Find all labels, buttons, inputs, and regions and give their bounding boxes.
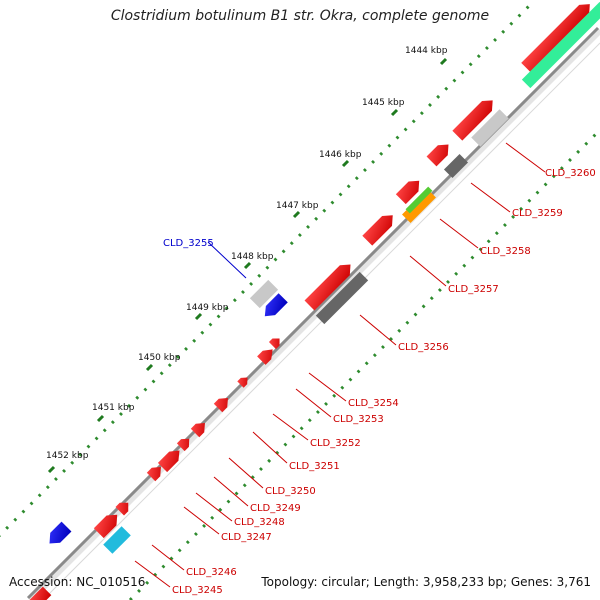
tick-label: 1448 kbp	[231, 252, 274, 262]
gene-label: CLD_3257	[448, 284, 499, 295]
gene-label: CLD_3245	[172, 585, 223, 596]
leader-line	[213, 476, 249, 507]
tick-label: 1450 kbp	[138, 353, 181, 363]
gene-feature-3247	[146, 467, 161, 482]
gene-feature-3257b	[362, 215, 393, 246]
leader-line	[295, 388, 332, 418]
gene-feature-3245	[103, 526, 131, 554]
tick-mark	[292, 210, 301, 219]
tick-label: 1452 kbp	[46, 451, 89, 461]
gene-feature-3246	[115, 502, 129, 516]
tick-label: 1444 kbp	[405, 46, 448, 56]
tick-mark	[145, 363, 154, 372]
topology-text: Topology: circular; Length: 3,958,233 bp…	[261, 575, 591, 589]
leader-line	[439, 218, 479, 249]
tick-mark	[341, 159, 350, 168]
tick-label: 1445 kbp	[362, 98, 405, 108]
leader-line	[228, 457, 264, 489]
tick-label: 1449 kbp	[186, 303, 229, 313]
gene-label: CLD_3250	[265, 486, 316, 497]
accession-text: Accession: NC_010516	[9, 575, 146, 589]
gene-feature-3250	[190, 423, 205, 438]
tick-mark	[243, 261, 252, 270]
gene-feature-3260	[521, 4, 590, 73]
position-ticks: 1444 kbp 1445 kbp 1446 kbp 1447 kbp 1448 kbp…	[46, 46, 448, 474]
gene-feature-3246b	[93, 514, 118, 539]
leader-line	[308, 372, 347, 402]
tick-mark	[47, 465, 56, 474]
leader-line	[359, 314, 397, 346]
pseudo-feature-3256	[315, 271, 369, 325]
edge-feature-red	[28, 586, 52, 600]
tick-dot-tracks	[0, 3, 600, 600]
tick-label: 1451 kbp	[92, 403, 135, 413]
leader-line	[207, 241, 247, 279]
gene-feature-3249	[176, 438, 190, 452]
gene-feature-3254	[268, 338, 280, 350]
leader-line	[505, 142, 546, 173]
tick-label: 1447 kbp	[276, 201, 319, 211]
leader-line	[134, 560, 171, 588]
gene-features	[28, 1, 600, 600]
gene-feature-3258	[426, 144, 449, 167]
gene-label: CLD_3248	[234, 517, 285, 528]
tick-label: 1446 kbp	[319, 150, 362, 160]
gene-label: CLD_3255	[163, 238, 214, 249]
leader-line	[252, 431, 288, 464]
pseudo-feature-light	[471, 109, 509, 147]
gene-label: CLD_3256	[398, 342, 449, 353]
gene-label: CLD_3251	[289, 461, 340, 472]
genome-backbone	[26, 26, 600, 600]
reverse-gene-feature	[49, 521, 72, 544]
gene-feature-3258-green	[405, 186, 433, 214]
gene-labels: CLD_3260 CLD_3259 CLD_3258 CLD_3257 CLD_3256…	[134, 142, 596, 596]
gene-feature-3253	[257, 349, 273, 365]
gene-label: CLD_3258	[480, 246, 531, 257]
genome-title: Clostridium botulinum B1 str. Okra, comp…	[110, 8, 490, 24]
gene-feature-3255-arrow	[264, 293, 288, 317]
leader-line	[409, 255, 447, 287]
gene-label: CLD_3247	[221, 532, 272, 543]
gene-label: CLD_3260	[545, 168, 596, 179]
gene-label: CLD_3246	[186, 567, 237, 578]
tick-mark	[439, 57, 448, 66]
gene-label: CLD_3254	[348, 398, 399, 409]
tick-mark	[194, 312, 203, 321]
pseudo-feature-dark	[443, 153, 469, 179]
gene-feature-3251	[213, 398, 228, 413]
gene-feature-3256	[304, 264, 351, 311]
leader-line	[272, 413, 309, 441]
tick-mark	[96, 414, 105, 423]
leader-line	[470, 182, 511, 213]
gene-label: CLD_3252	[310, 438, 361, 449]
gene-feature-3255	[249, 279, 279, 309]
gene-feature-3257	[395, 180, 420, 205]
inner-dot-track	[128, 128, 600, 600]
rna-feature	[521, 1, 600, 89]
gene-feature-3258-orange	[402, 189, 436, 223]
leader-line	[195, 492, 233, 522]
gene-feature-3248	[157, 450, 180, 473]
outer-dot-track	[0, 3, 532, 538]
gene-label: CLD_3253	[333, 414, 384, 425]
gene-label: CLD_3249	[250, 503, 301, 514]
gene-feature-3259	[452, 100, 493, 141]
gene-label: CLD_3259	[512, 208, 563, 219]
gene-feature-3252	[237, 377, 248, 388]
leader-line	[183, 506, 220, 535]
leader-line	[151, 544, 185, 571]
tick-mark	[390, 108, 399, 117]
